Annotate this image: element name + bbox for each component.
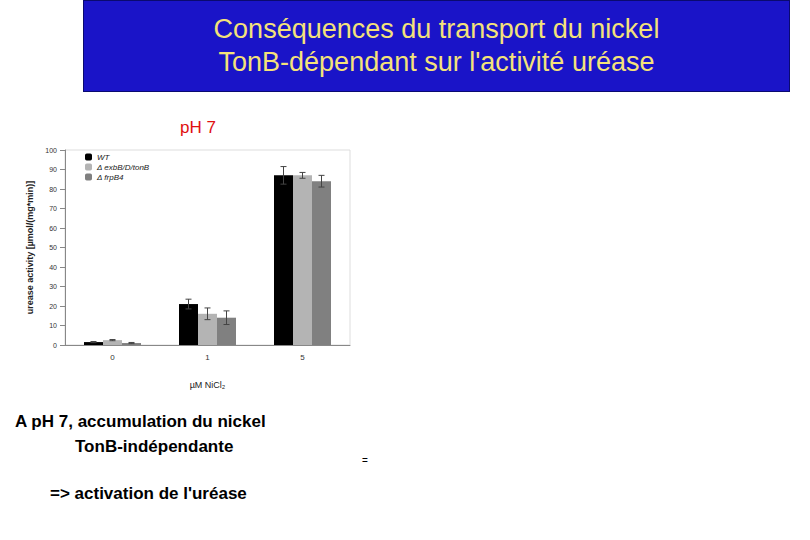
svg-text:30: 30: [49, 283, 57, 290]
svg-text:5: 5: [300, 353, 305, 362]
svg-text:40: 40: [49, 264, 57, 271]
svg-text:1: 1: [205, 353, 210, 362]
svg-text:60: 60: [49, 225, 57, 232]
svg-text:10: 10: [49, 322, 57, 329]
svg-text:WT: WT: [97, 153, 111, 162]
html-text:A pH 7, accumulation du nickel: A pH 7, accumulation du nickel: [15, 412, 266, 431]
svg-text:90: 90: [49, 166, 57, 173]
html-text:TonB-indépendante: TonB-indépendante: [75, 437, 234, 456]
svg-text:µM NiCl₂: µM NiCl₂: [190, 380, 226, 390]
svg-text:0: 0: [110, 353, 115, 362]
svg-text:20: 20: [49, 303, 57, 310]
svg-text:50: 50: [49, 244, 57, 251]
svg-text:0: 0: [53, 342, 57, 349]
svg-text:80: 80: [49, 186, 57, 193]
svg-text:urease activity [µmol/(mg*min): urease activity [µmol/(mg*min)]: [25, 181, 35, 315]
html-text:=> activation de l'uréase: => activation de l'uréase: [50, 484, 247, 503]
html-text:pH 7: pH 7: [180, 118, 216, 137]
svg-text:100: 100: [45, 147, 57, 154]
html-text:Conséquences du transport du n: Conséquences du transport du nickel TonB…: [213, 14, 660, 77]
svg-text:Δ frpB4: Δ frpB4: [96, 173, 124, 182]
svg-text:70: 70: [49, 205, 57, 212]
svg-text:Δ exbB/D/tonB: Δ exbB/D/tonB: [96, 163, 150, 172]
